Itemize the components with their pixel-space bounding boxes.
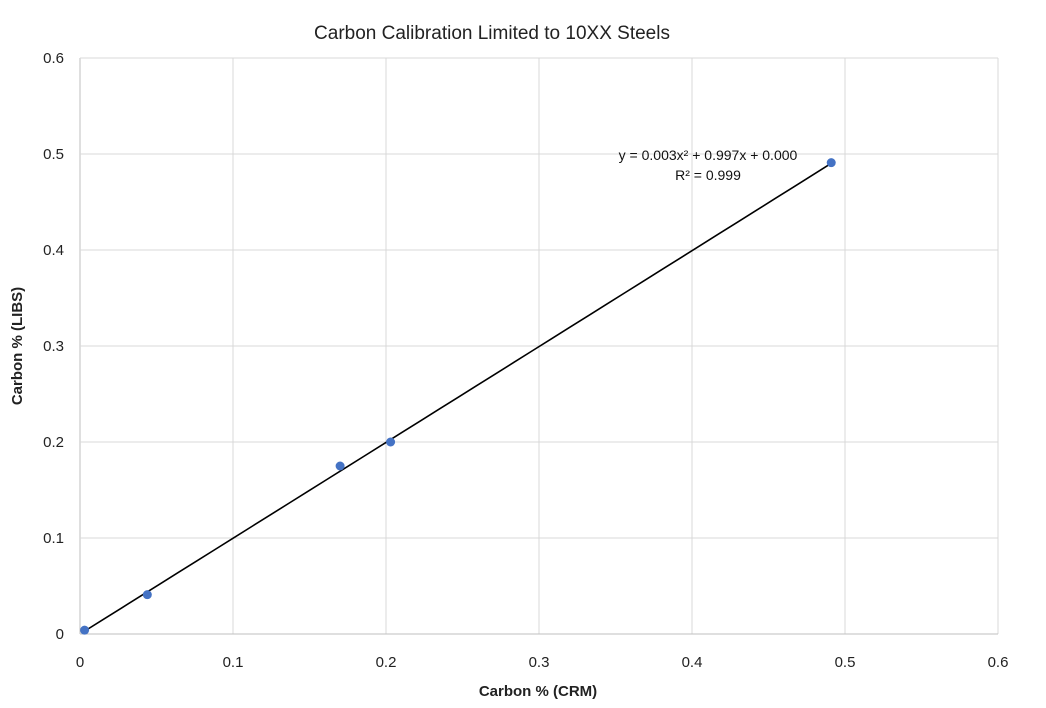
data-point — [826, 158, 836, 168]
y-tick-label: 0.3 — [43, 338, 64, 355]
data-points — [80, 158, 836, 635]
chart-title: Carbon Calibration Limited to 10XX Steel… — [314, 23, 670, 44]
y-tick-label: 0 — [56, 626, 64, 643]
x-tick-label: 0.2 — [376, 654, 397, 671]
y-tick-label: 0.1 — [43, 530, 64, 547]
data-point — [80, 625, 90, 635]
x-tick-label: 0.3 — [529, 654, 550, 671]
trendline-equation: y = 0.003x² + 0.997x + 0.000 — [619, 147, 798, 163]
data-point — [386, 437, 396, 447]
x-tick-label: 0 — [76, 654, 84, 671]
x-tick-label: 0.6 — [988, 654, 1009, 671]
trendline-r-squared: R² = 0.999 — [675, 167, 741, 183]
tick-labels: 0 0.1 0.2 0.3 0.4 0.5 0.6 0 0.1 0.2 0.3 0.4 0.5 0.6 — [43, 50, 1008, 671]
x-tick-label: 0.5 — [835, 654, 856, 671]
trendline — [84, 162, 832, 632]
x-axis-title: Carbon % (CRM) — [479, 683, 597, 700]
y-tick-label: 0.6 — [43, 50, 64, 67]
y-tick-label: 0.4 — [43, 242, 64, 259]
x-tick-label: 0.4 — [682, 654, 703, 671]
y-tick-label: 0.5 — [43, 146, 64, 163]
gridlines — [79, 57, 999, 635]
data-point — [142, 590, 152, 600]
data-point — [335, 461, 345, 471]
trendline-group — [84, 162, 832, 632]
x-tick-label: 0.1 — [223, 654, 244, 671]
y-axis-title: Carbon % (LIBS) — [9, 287, 26, 405]
y-tick-label: 0.2 — [43, 434, 64, 451]
